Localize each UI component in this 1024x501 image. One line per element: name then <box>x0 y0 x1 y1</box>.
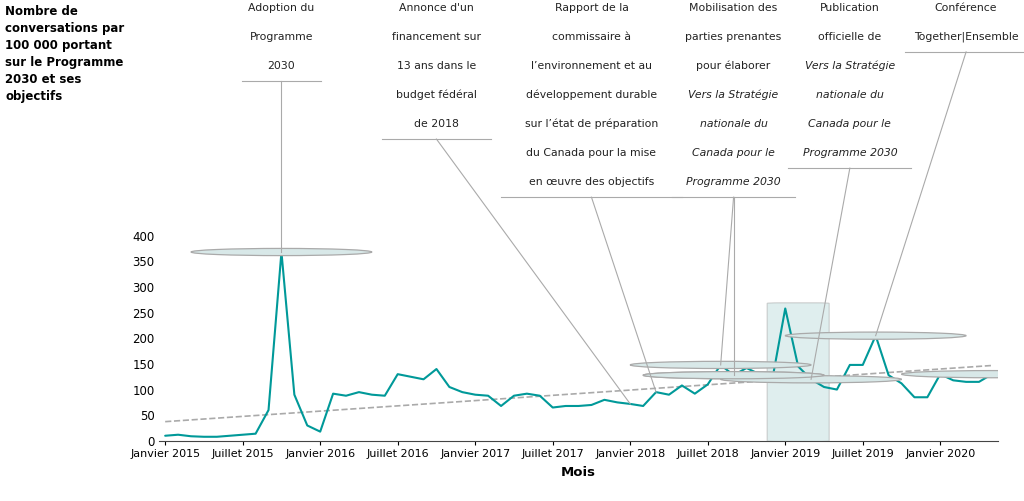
Text: Annonce d'un: Annonce d'un <box>399 3 474 13</box>
Text: Publication: Publication <box>820 3 880 13</box>
Text: de 2018: de 2018 <box>414 119 459 129</box>
Text: parties prenantes: parties prenantes <box>685 32 781 42</box>
Text: Vers la Stratégie: Vers la Stratégie <box>805 61 895 71</box>
Text: Programme: Programme <box>250 32 313 42</box>
Text: nationale du: nationale du <box>816 90 884 100</box>
Text: Conférence: Conférence <box>935 3 997 13</box>
Text: commissaire à: commissaire à <box>552 32 631 42</box>
Text: Rapport de la: Rapport de la <box>555 3 629 13</box>
Text: l’environnement et au: l’environnement et au <box>531 61 652 71</box>
Circle shape <box>643 372 824 379</box>
Text: Vers la Stratégie: Vers la Stratégie <box>688 90 778 100</box>
Circle shape <box>901 371 1024 378</box>
Text: du Canada pour la mise: du Canada pour la mise <box>526 148 656 158</box>
Text: Programme 2030: Programme 2030 <box>803 148 897 158</box>
Circle shape <box>785 332 966 339</box>
Text: budget fédéral: budget fédéral <box>396 90 477 100</box>
X-axis label: Mois: Mois <box>561 466 596 479</box>
Text: nationale du: nationale du <box>699 119 768 129</box>
FancyBboxPatch shape <box>767 303 829 441</box>
Text: Mobilisation des: Mobilisation des <box>689 3 777 13</box>
Text: Programme 2030: Programme 2030 <box>686 177 781 187</box>
Text: Together|Ensemble: Together|Ensemble <box>913 32 1019 42</box>
Text: pour élaborer: pour élaborer <box>696 61 771 71</box>
Text: Adoption du: Adoption du <box>248 3 314 13</box>
Text: Canada pour le: Canada pour le <box>692 148 775 158</box>
Text: développement durable: développement durable <box>526 90 657 100</box>
Circle shape <box>721 376 901 383</box>
Text: financement sur: financement sur <box>392 32 481 42</box>
Text: sur l’état de préparation: sur l’état de préparation <box>525 119 658 129</box>
Text: Canada pour le: Canada pour le <box>808 119 891 129</box>
Circle shape <box>643 372 824 379</box>
Text: en œuvre des objectifs: en œuvre des objectifs <box>528 177 654 187</box>
Circle shape <box>191 248 372 256</box>
Text: officielle de: officielle de <box>818 32 882 42</box>
Circle shape <box>630 361 811 369</box>
Text: 13 ans dans le: 13 ans dans le <box>397 61 476 71</box>
Text: 2030: 2030 <box>267 61 295 71</box>
Text: Nombre de
conversations par
100 000 portant
sur le Programme
2030 et ses
objecti: Nombre de conversations par 100 000 port… <box>5 5 124 103</box>
